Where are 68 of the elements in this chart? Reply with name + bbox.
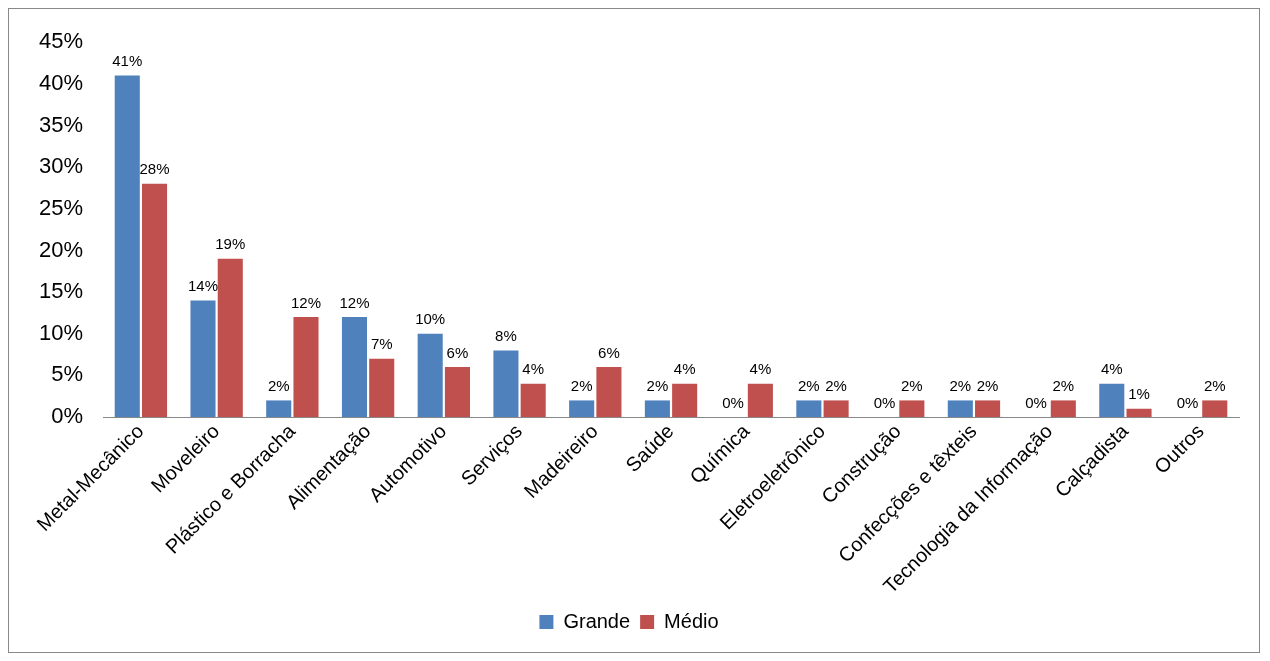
bar: [747, 383, 773, 418]
data-label: 4%: [522, 360, 545, 378]
y-tick-label: 35%: [38, 111, 84, 137]
data-label: 4%: [749, 360, 772, 378]
data-label: 2%: [825, 377, 847, 395]
bar: [293, 317, 319, 418]
data-label: 19%: [215, 235, 246, 253]
data-label: 28%: [139, 160, 170, 178]
bar: [190, 300, 216, 418]
bar: [369, 358, 395, 418]
y-tick-label: 0%: [51, 403, 84, 429]
data-label: 2%: [901, 377, 923, 395]
data-label: 2%: [267, 377, 290, 395]
data-label: 2%: [949, 377, 972, 395]
data-label: 0%: [1025, 393, 1047, 411]
bar: [1202, 400, 1228, 418]
data-label: 2%: [646, 377, 669, 395]
bar: [899, 400, 925, 418]
bar: [1126, 408, 1152, 418]
y-tick-label: 15%: [38, 278, 84, 304]
data-label: 10%: [415, 310, 446, 328]
data-label: 2%: [570, 377, 593, 395]
bar: [596, 367, 622, 418]
bar: [493, 350, 519, 418]
bar: [417, 333, 443, 418]
bar: [114, 75, 140, 418]
y-tick-label: 45%: [38, 28, 84, 54]
data-label: 14%: [187, 277, 219, 295]
bar: [341, 317, 367, 418]
y-tick-label: 5%: [51, 361, 84, 387]
bar: [796, 400, 822, 418]
bar: [644, 400, 670, 418]
data-label: 4%: [673, 360, 696, 378]
bar: [975, 400, 1001, 418]
bar: [141, 183, 168, 418]
y-tick-label: 40%: [38, 69, 84, 95]
legend-label: Médio: [664, 609, 719, 632]
data-label: 12%: [290, 293, 322, 311]
bar: [444, 367, 470, 418]
bar: [823, 400, 849, 418]
data-label: 2%: [976, 377, 999, 395]
bar: [947, 400, 973, 418]
data-label: 8%: [495, 327, 517, 345]
legend-label: Grande: [563, 609, 631, 632]
data-label: 41%: [112, 52, 143, 70]
bar: [1099, 383, 1125, 418]
data-label: 2%: [1203, 377, 1226, 395]
data-label: 6%: [598, 343, 620, 361]
y-tick-label: 25%: [38, 194, 84, 220]
data-label: 0%: [1176, 393, 1199, 411]
data-label: 0%: [722, 393, 744, 411]
data-label: 6%: [446, 343, 469, 361]
bar: [266, 400, 292, 418]
y-tick-label: 20%: [38, 236, 84, 262]
bar: [1050, 400, 1076, 418]
bar: [520, 383, 546, 418]
y-tick-label: 10%: [38, 319, 84, 345]
bar: [569, 400, 595, 418]
data-label: 12%: [339, 293, 370, 311]
data-label: 2%: [798, 377, 820, 395]
data-label: 2%: [1052, 377, 1075, 395]
data-label: 0%: [873, 393, 896, 411]
data-label: 1%: [1128, 385, 1150, 403]
data-label: 7%: [370, 335, 393, 353]
y-tick-label: 30%: [38, 153, 84, 179]
bar: [217, 258, 243, 418]
data-label: 4%: [1100, 360, 1123, 378]
bar: [672, 383, 698, 418]
